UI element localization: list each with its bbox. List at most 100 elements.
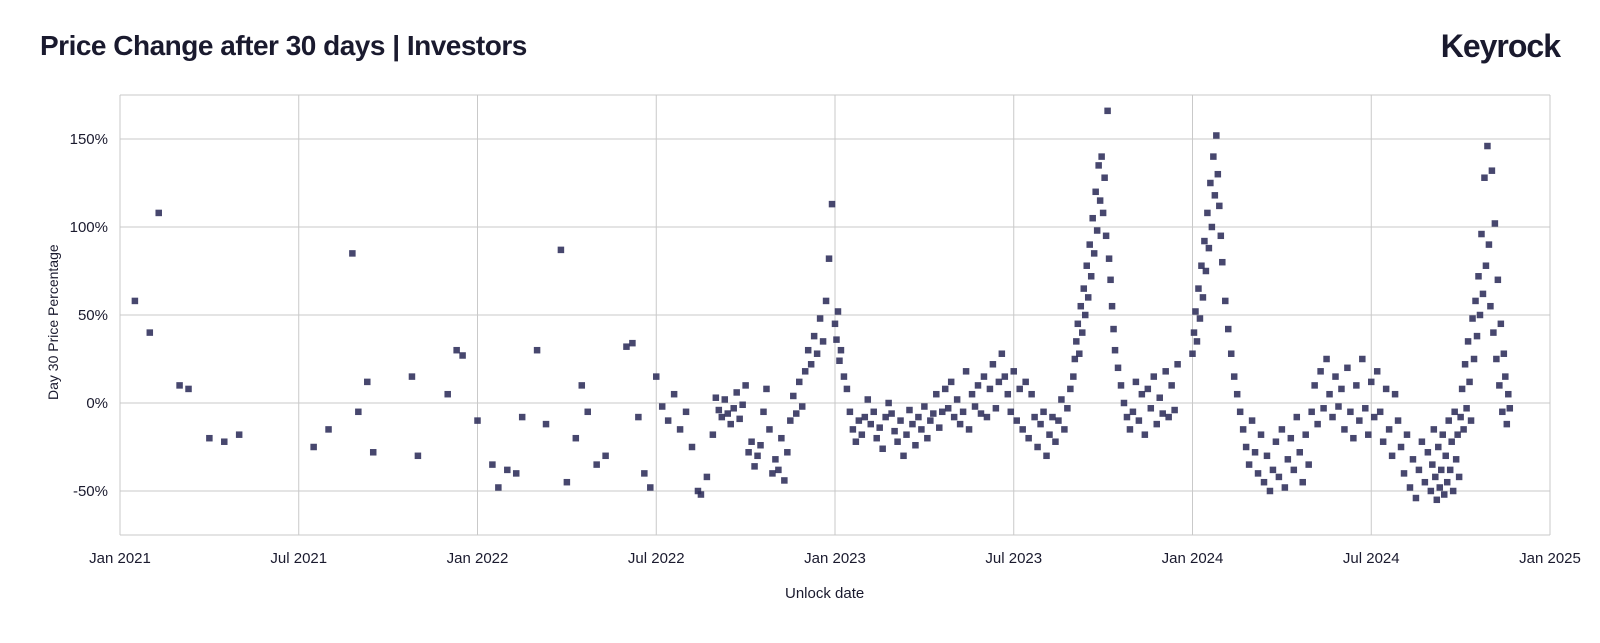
data-point (1478, 231, 1485, 238)
data-point (1459, 386, 1466, 393)
data-point (900, 453, 907, 460)
data-point (853, 438, 860, 445)
data-point (760, 409, 767, 416)
data-point (1338, 386, 1345, 393)
data-point (1088, 273, 1095, 280)
data-point (1076, 350, 1083, 357)
data-point (832, 321, 839, 328)
data-point (766, 426, 773, 433)
data-point (1356, 417, 1363, 424)
data-point (1487, 303, 1494, 310)
data-point (147, 329, 153, 336)
data-point (1082, 312, 1089, 319)
data-point (811, 333, 818, 340)
data-point (1499, 409, 1506, 416)
data-point (1398, 444, 1405, 451)
data-point (838, 347, 845, 354)
scatter-points (132, 108, 1513, 503)
data-point (1058, 396, 1065, 403)
data-point (954, 396, 961, 403)
data-point (799, 403, 806, 410)
data-point (1191, 329, 1198, 336)
data-point (593, 461, 600, 468)
data-point (727, 421, 734, 428)
data-point (1297, 449, 1304, 456)
data-point (1428, 488, 1435, 495)
data-point (778, 435, 785, 442)
data-point (775, 467, 782, 474)
data-point (1413, 495, 1420, 502)
data-point (847, 409, 854, 416)
data-point (1441, 491, 1448, 498)
data-point (513, 470, 520, 477)
data-point (1019, 426, 1026, 433)
data-point (1139, 391, 1146, 398)
data-point (409, 373, 416, 380)
x-tick-label: Jan 2022 (447, 550, 509, 567)
data-point (1442, 453, 1449, 460)
data-point (865, 396, 872, 403)
data-point (206, 435, 213, 442)
data-point (844, 386, 851, 393)
data-point (1450, 488, 1457, 495)
data-point (885, 400, 892, 407)
data-point (903, 431, 910, 438)
data-point (1323, 356, 1330, 363)
data-point (1228, 350, 1235, 357)
data-point (1374, 368, 1381, 375)
data-point (793, 410, 800, 417)
data-point (1444, 479, 1451, 486)
data-point (1197, 315, 1204, 322)
data-point (1136, 417, 1143, 424)
data-point (835, 308, 842, 315)
data-point (1419, 438, 1426, 445)
data-point (1410, 456, 1417, 463)
data-point (1216, 203, 1223, 210)
data-point (1401, 470, 1408, 477)
data-point (790, 393, 797, 400)
data-point (1498, 321, 1505, 328)
data-point (1368, 379, 1375, 386)
data-point (1079, 329, 1086, 336)
data-point (1279, 426, 1286, 433)
data-point (1350, 435, 1357, 442)
data-point (1371, 414, 1378, 421)
data-point (1267, 488, 1274, 495)
data-point (623, 343, 630, 350)
data-point (1460, 426, 1467, 433)
data-point (873, 435, 880, 442)
data-point (1492, 220, 1499, 227)
data-point (364, 379, 371, 386)
data-point (1425, 449, 1432, 456)
data-point (784, 449, 791, 456)
data-point (1151, 373, 1158, 380)
data-point (730, 405, 737, 412)
data-point (1453, 456, 1460, 463)
data-point (1463, 405, 1470, 412)
data-point (459, 352, 466, 359)
data-point (1034, 444, 1041, 451)
data-point (909, 421, 916, 428)
data-point (1435, 444, 1442, 451)
data-point (1480, 291, 1487, 298)
data-point (1075, 321, 1082, 328)
data-point (963, 368, 970, 375)
data-point (1282, 484, 1289, 491)
y-axis-label: Day 30 Price Percentage (45, 244, 61, 400)
data-point (1064, 405, 1071, 412)
data-point (719, 414, 726, 421)
data-point (772, 456, 779, 463)
data-point (1207, 180, 1214, 187)
data-point (1431, 426, 1438, 433)
data-point (415, 453, 422, 460)
data-point (1008, 409, 1015, 416)
data-point (805, 347, 812, 354)
data-point (748, 438, 755, 445)
data-point (543, 421, 550, 428)
data-point (948, 379, 955, 386)
data-point (1118, 382, 1125, 389)
data-point (1209, 224, 1216, 231)
data-point (1218, 233, 1225, 240)
x-tick-label: Jul 2022 (628, 550, 685, 567)
data-point (933, 391, 940, 398)
